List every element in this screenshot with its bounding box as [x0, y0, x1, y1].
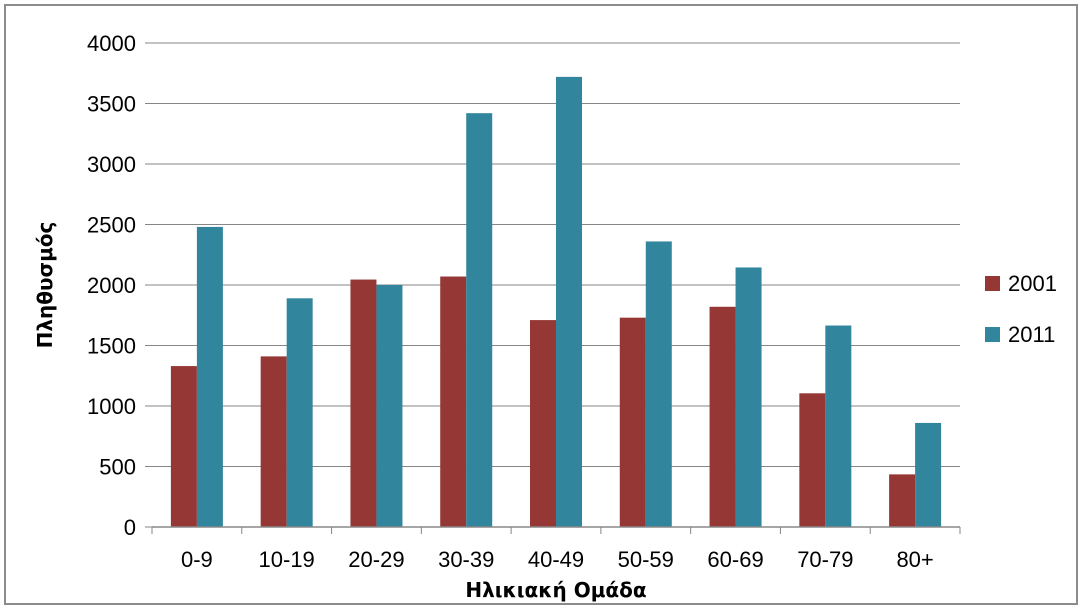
x-axis-ticks: 0-9 10-19 20-29 30-39 40-49 50-59 60-69 70-79 80… — [151, 527, 961, 572]
legend-label-2011: 2011 — [1008, 322, 1055, 347]
y-tick-label: 3000 — [87, 152, 136, 177]
legend-swatch-2011 — [985, 327, 1000, 342]
y-tick-label: 1000 — [87, 394, 136, 419]
bar-2011-40-49 — [556, 76, 582, 527]
bar-2001-0-9 — [170, 366, 197, 527]
legend: 2001 2011 — [985, 271, 1057, 347]
x-tick-label: 60-69 — [707, 547, 763, 572]
bar-2001-40-49 — [530, 320, 556, 527]
y-tick-label: 2000 — [87, 273, 136, 298]
y-tick-label: 500 — [99, 455, 136, 480]
bar-2001-60-69 — [709, 306, 736, 527]
y-tick-label: 0 — [124, 515, 136, 540]
bar-2001-50-59 — [619, 317, 646, 527]
bar-2011-60-69 — [735, 267, 762, 527]
x-tick-label: 40-49 — [528, 547, 584, 572]
bar-2011-10-19 — [286, 298, 313, 527]
y-tick-label: 2500 — [87, 213, 136, 238]
y-axis-title: Πληθυσμός — [33, 222, 57, 349]
x-tick-label: 20-29 — [348, 547, 404, 572]
bar-2001-70-79 — [799, 393, 826, 527]
bar-2011-80+ — [915, 422, 942, 527]
y-axis-ticks: 0 500 1000 1500 2000 2500 3000 3500 4000 — [87, 31, 152, 540]
bar-2011-0-9 — [196, 226, 223, 528]
x-tick-label: 80+ — [896, 547, 933, 572]
x-tick-label: 70-79 — [797, 547, 853, 572]
x-tick-label: 50-59 — [618, 547, 674, 572]
x-axis-title: Ηλικιακή Ομάδα — [465, 578, 646, 602]
bar-2011-70-79 — [825, 325, 852, 527]
y-tick-label: 3500 — [87, 92, 136, 117]
x-tick-label: 30-39 — [438, 547, 494, 572]
y-tick-label: 1500 — [87, 334, 136, 359]
legend-swatch-2001 — [985, 276, 1000, 291]
bar-2011-30-39 — [466, 113, 493, 528]
y-tick-label: 4000 — [87, 31, 136, 56]
legend-label-2001: 2001 — [1008, 271, 1057, 296]
bar-2001-20-29 — [350, 279, 377, 527]
x-tick-label: 0-9 — [181, 547, 213, 572]
bar-2011-20-29 — [376, 285, 403, 527]
bars — [170, 76, 942, 528]
bar-2001-80+ — [889, 474, 916, 527]
x-tick-label: 10-19 — [259, 547, 315, 572]
bar-2001-10-19 — [260, 356, 287, 527]
bar-2001-30-39 — [440, 276, 467, 527]
bar-2011-50-59 — [645, 241, 672, 527]
